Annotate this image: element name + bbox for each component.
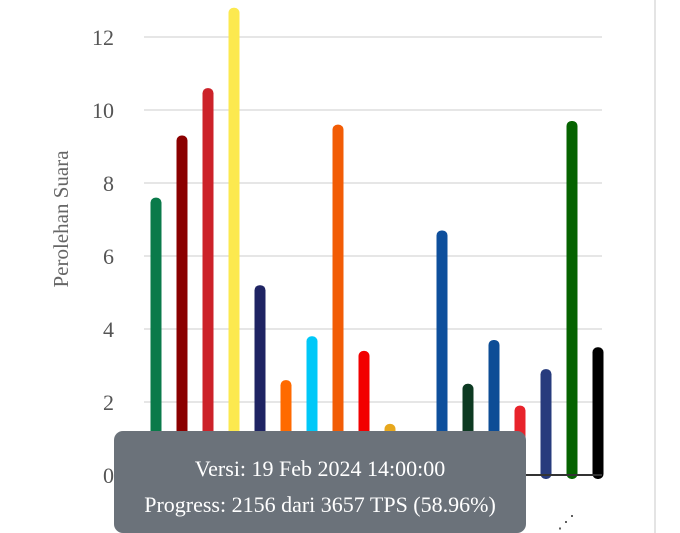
tooltip-version: Versi: 19 Feb 2024 14:00:00 — [194, 456, 446, 481]
bar[interactable] — [332, 124, 344, 479]
y-axis-ticks: 0 2 4 6 8 10 12 — [92, 25, 114, 488]
bar[interactable] — [436, 230, 448, 479]
panel-divider — [654, 0, 656, 533]
y-tick-label: 10 — [92, 98, 114, 123]
bar[interactable] — [228, 7, 240, 480]
y-tick-label: 8 — [103, 171, 114, 196]
grid-lines — [144, 36, 602, 403]
y-tick-label: 4 — [103, 317, 114, 342]
y-axis-label: Perolehan Suara — [49, 150, 73, 288]
bar[interactable] — [176, 135, 188, 480]
bars — [150, 7, 604, 480]
bar[interactable] — [202, 88, 214, 479]
tooltip-progress: Progress: 2156 dari 3657 TPS (58.96%) — [144, 492, 496, 517]
bar[interactable] — [592, 347, 604, 479]
x-tick-fragment: ⋰ — [557, 512, 575, 532]
bar[interactable] — [540, 369, 552, 479]
y-tick-label: 0 — [103, 463, 114, 488]
y-tick-label: 6 — [103, 244, 114, 269]
y-tick-label: 2 — [103, 390, 114, 415]
chart-tooltip: Versi: 19 Feb 2024 14:00:00 Progress: 21… — [114, 431, 526, 533]
bar[interactable] — [254, 285, 266, 479]
bar[interactable] — [150, 197, 162, 479]
y-tick-label: 12 — [92, 25, 114, 50]
bar[interactable] — [566, 120, 578, 479]
